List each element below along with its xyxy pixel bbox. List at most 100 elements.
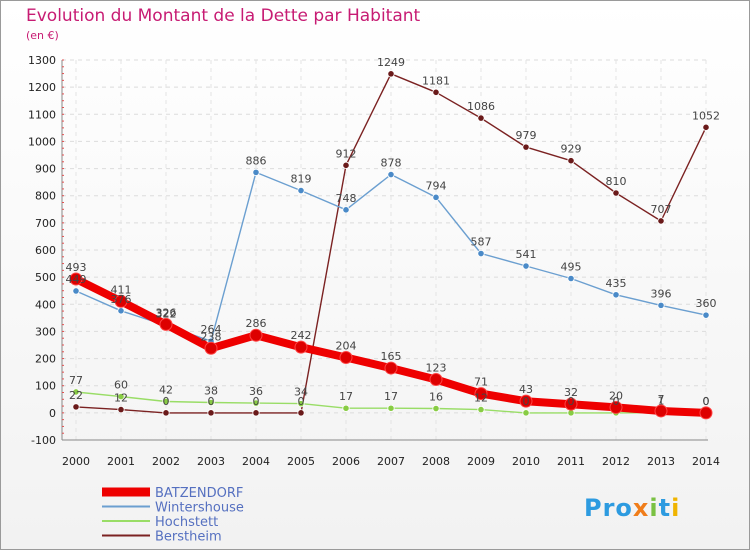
point-batzendorf xyxy=(474,387,488,401)
x-tick-label: 2006 xyxy=(332,455,360,468)
point-wintershouse xyxy=(387,170,395,179)
data-label-berstheim: 0 xyxy=(208,395,215,408)
x-tick-label: 2008 xyxy=(422,455,450,468)
x-tick-label: 2003 xyxy=(197,455,225,468)
point-berstheim xyxy=(612,189,620,197)
series-points xyxy=(69,70,713,420)
data-label-batzendorf: 411 xyxy=(111,283,132,296)
data-label-hochstett: 0 xyxy=(703,395,710,408)
point-berstheim xyxy=(432,88,440,96)
data-label-berstheim: 810 xyxy=(606,175,627,188)
data-label-wintershouse: 264 xyxy=(201,323,222,336)
y-tick-label: 500 xyxy=(35,271,56,284)
x-tick-label: 2004 xyxy=(242,455,270,468)
point-batzendorf xyxy=(654,404,668,418)
legend-label: Wintershouse xyxy=(155,501,244,516)
data-label-wintershouse: 587 xyxy=(471,236,492,249)
point-wintershouse xyxy=(567,274,575,283)
proxiti-logo: Proxiti xyxy=(584,494,679,522)
data-label-wintershouse: 396 xyxy=(651,287,672,300)
data-label-batzendorf: 71 xyxy=(474,376,488,389)
point-hochstett xyxy=(297,400,305,408)
data-label-wintershouse: 360 xyxy=(696,297,717,310)
point-batzendorf xyxy=(564,397,578,411)
point-berstheim xyxy=(162,409,170,417)
chart-subtitle: (en €) xyxy=(26,29,59,42)
data-label-berstheim: 12 xyxy=(114,392,128,405)
legend-label: BATZENDORF xyxy=(155,486,243,501)
data-label-berstheim: 929 xyxy=(561,143,582,156)
point-berstheim xyxy=(657,217,665,225)
point-wintershouse xyxy=(432,193,440,201)
y-tick-label: 200 xyxy=(35,353,56,366)
chart-title: Evolution du Montant de la Dette par Hab… xyxy=(26,6,421,26)
x-tick-label: 2010 xyxy=(512,455,540,468)
point-berstheim xyxy=(297,409,305,417)
point-hochstett xyxy=(522,409,530,417)
point-wintershouse xyxy=(657,301,665,309)
data-label-batzendorf: 165 xyxy=(381,350,402,363)
data-label-hochstett: 0 xyxy=(613,395,620,408)
y-tick-label: 1100 xyxy=(28,108,56,121)
data-label-batzendorf: 20 xyxy=(609,389,623,402)
point-hochstett xyxy=(342,404,350,412)
data-label-berstheim: 979 xyxy=(516,129,537,142)
data-label-wintershouse: 449 xyxy=(66,273,87,286)
point-wintershouse xyxy=(297,186,305,195)
y-tick-label: 1200 xyxy=(28,81,56,94)
point-hochstett xyxy=(477,405,485,414)
point-hochstett xyxy=(162,397,170,406)
x-tick-label: 2002 xyxy=(152,455,180,468)
data-label-batzendorf: 123 xyxy=(426,361,447,374)
data-label-batzendorf: 238 xyxy=(201,330,222,343)
x-tick-label: 2001 xyxy=(107,455,135,468)
data-label-berstheim: 1249 xyxy=(377,56,405,69)
point-batzendorf xyxy=(114,294,128,308)
axes: -100010020030040050060070080090010001100… xyxy=(28,54,720,468)
y-tick-label: 600 xyxy=(35,244,56,257)
x-tick-label: 2014 xyxy=(692,455,720,468)
data-label-berstheim: 0 xyxy=(298,395,305,408)
data-label-hochstett: 17 xyxy=(339,390,353,403)
point-batzendorf xyxy=(609,400,623,414)
point-hochstett xyxy=(252,399,260,407)
y-tick-label: 300 xyxy=(35,325,56,338)
point-batzendorf xyxy=(699,406,713,420)
legend-label: Hochstett xyxy=(155,515,218,530)
point-hochstett xyxy=(432,404,440,413)
data-label-batzendorf: 0 xyxy=(703,395,710,408)
point-berstheim xyxy=(477,114,485,122)
point-hochstett xyxy=(117,392,125,401)
y-tick-label: 400 xyxy=(35,298,56,311)
point-wintershouse xyxy=(342,206,350,214)
x-tick-label: 2009 xyxy=(467,455,495,468)
x-tick-label: 2000 xyxy=(62,455,90,468)
x-tick-label: 2007 xyxy=(377,455,405,468)
data-label-wintershouse: 541 xyxy=(516,248,537,261)
y-tick-label: 800 xyxy=(35,190,56,203)
data-label-wintershouse: 819 xyxy=(291,173,312,186)
data-label-wintershouse: 322 xyxy=(156,307,177,320)
data-label-berstheim: 1181 xyxy=(422,74,450,87)
data-label-wintershouse: 878 xyxy=(381,157,402,170)
x-tick-label: 2005 xyxy=(287,455,315,468)
point-berstheim xyxy=(117,405,125,414)
data-label-hochstett: 77 xyxy=(69,374,83,387)
data-label-batzendorf: 286 xyxy=(246,317,267,330)
y-tick-label: 700 xyxy=(35,217,56,230)
point-hochstett xyxy=(72,388,80,396)
data-label-hochstett: 16 xyxy=(429,391,443,404)
data-label-hochstett: 38 xyxy=(204,385,218,398)
x-tick-label: 2012 xyxy=(602,455,630,468)
point-batzendorf xyxy=(294,340,308,354)
data-label-berstheim: 0 xyxy=(163,395,170,408)
y-tick-label: -100 xyxy=(31,434,56,447)
point-wintershouse xyxy=(522,262,530,270)
data-label-berstheim: 0 xyxy=(253,395,260,408)
data-label-wintershouse: 435 xyxy=(606,277,627,290)
data-label-berstheim: 1052 xyxy=(692,109,720,122)
point-berstheim xyxy=(252,409,260,417)
